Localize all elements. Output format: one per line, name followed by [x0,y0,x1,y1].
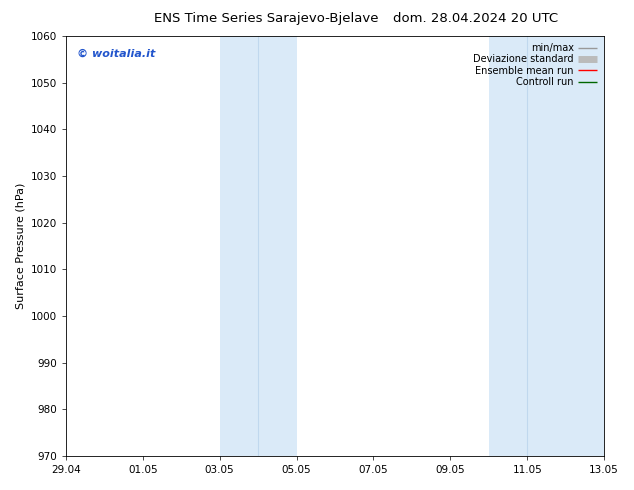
Bar [489,36,604,456]
Bar [219,36,297,456]
Text: © woitalia.it: © woitalia.it [77,49,155,59]
Y-axis label: Surface Pressure (hPa): Surface Pressure (hPa) [15,183,25,309]
Text: ENS Time Series Sarajevo-Bjelave: ENS Time Series Sarajevo-Bjelave [154,12,378,25]
Text: dom. 28.04.2024 20 UTC: dom. 28.04.2024 20 UTC [393,12,558,25]
Legend: min/max, Deviazione standard, Ensemble mean run, Controll run: min/max, Deviazione standard, Ensemble m… [470,39,601,91]
